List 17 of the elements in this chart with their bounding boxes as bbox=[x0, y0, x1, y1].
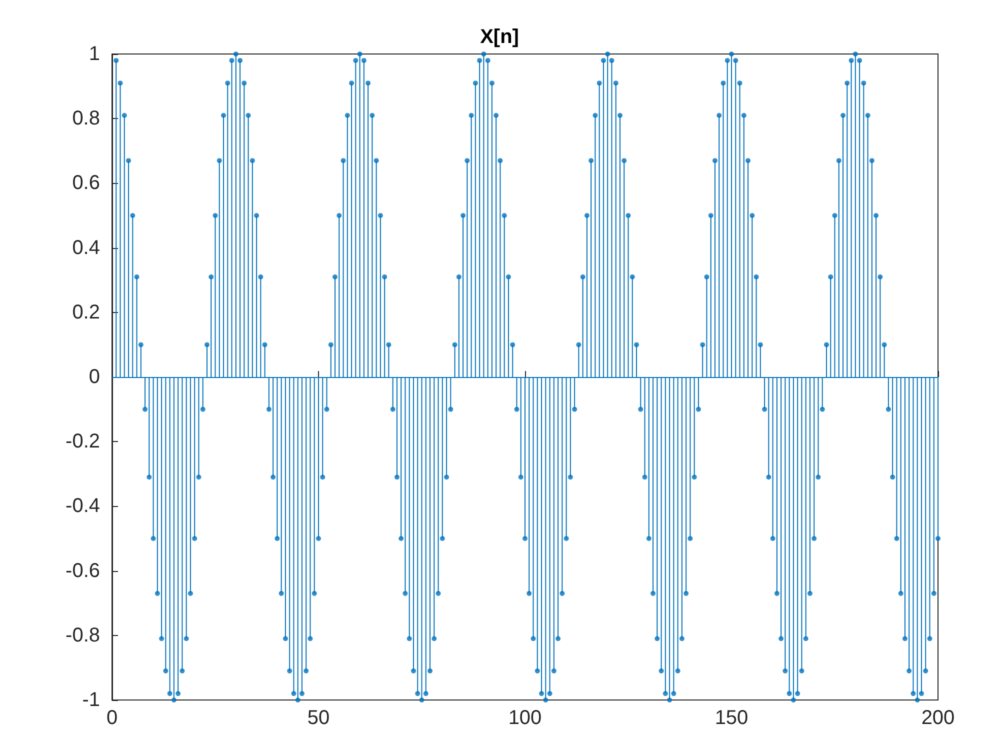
y-tick-label: 0.2 bbox=[72, 301, 100, 324]
y-tick-label: -0.4 bbox=[66, 495, 100, 518]
y-tick-label: -0.6 bbox=[66, 560, 100, 582]
x-tick-label: 100 bbox=[508, 707, 542, 729]
y-tick-label: 0.6 bbox=[72, 172, 100, 194]
y-tick-label: 1 bbox=[88, 43, 100, 65]
y-tick-label: -0.2 bbox=[66, 430, 100, 453]
chart-title: X[n] bbox=[480, 26, 519, 48]
x-tick-label: 50 bbox=[307, 707, 330, 729]
y-tick-label: 0.4 bbox=[72, 236, 100, 259]
y-tick-label: -1 bbox=[82, 689, 100, 711]
x-tick-label: 150 bbox=[714, 707, 748, 729]
y-tick-label: -0.8 bbox=[66, 624, 100, 646]
y-tick-label: 0 bbox=[88, 366, 100, 388]
y-tick-label: 0.8 bbox=[72, 108, 100, 130]
x-tick-label: 0 bbox=[106, 707, 118, 729]
x-tick-label: 200 bbox=[921, 707, 955, 729]
